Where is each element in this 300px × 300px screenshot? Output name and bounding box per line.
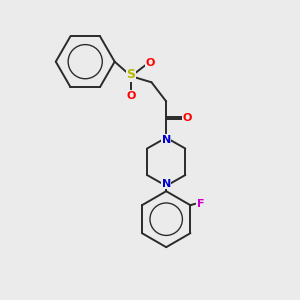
Text: N: N [162,179,171,189]
Text: S: S [126,68,135,81]
Text: N: N [162,135,171,145]
Text: O: O [145,58,155,68]
Text: F: F [197,199,205,209]
Text: O: O [126,91,136,100]
Text: O: O [182,113,191,123]
